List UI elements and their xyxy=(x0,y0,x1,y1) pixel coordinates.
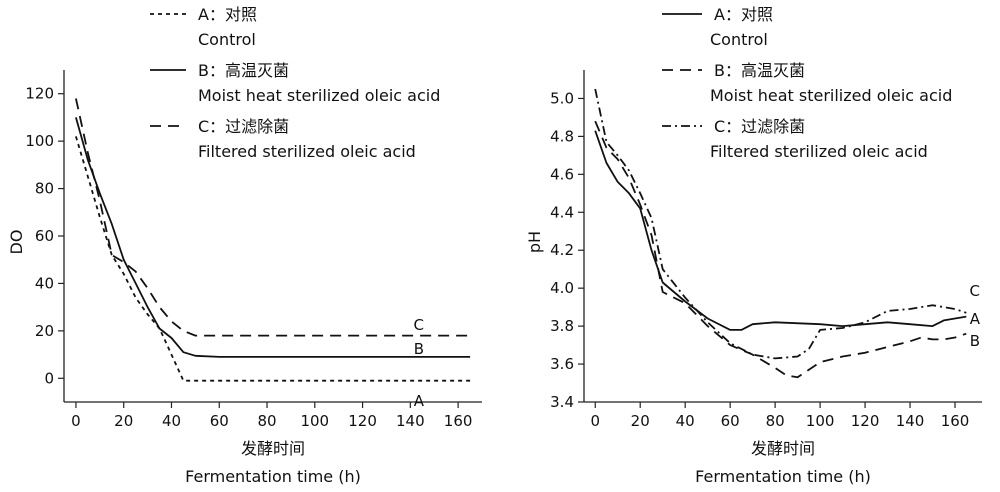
y-tick-label: 20 xyxy=(35,322,54,340)
y-tick-label: 0 xyxy=(44,369,54,387)
y-tick-label: 4.0 xyxy=(550,279,574,297)
legend-label-en-B: Moist heat sterilized oleic acid xyxy=(198,86,440,105)
legend-label-C: C：过滤除菌 xyxy=(198,117,289,136)
y-tick-label: 5.0 xyxy=(550,89,574,107)
x-tick-label: 140 xyxy=(396,412,425,430)
y-tick-label: 100 xyxy=(25,132,54,150)
y-axis-label: pH xyxy=(525,231,544,253)
x-axis-label: 发酵时间 xyxy=(241,439,305,458)
y-tick-label: 3.4 xyxy=(550,393,574,411)
y-tick-label: 80 xyxy=(35,180,54,198)
x-tick-label: 60 xyxy=(721,412,740,430)
y-tick-label: 4.4 xyxy=(550,203,574,221)
x-tick-label: 80 xyxy=(257,412,276,430)
x-tick-label: 40 xyxy=(676,412,695,430)
x-tick-label: 0 xyxy=(590,412,600,430)
curve-label-C: C xyxy=(414,316,424,334)
series-line-A xyxy=(594,130,967,331)
legend-label-B: B：高温灭菌 xyxy=(714,61,805,80)
x-tick-label: 20 xyxy=(114,412,133,430)
y-tick-label: 40 xyxy=(35,274,54,292)
curve-label-A: A xyxy=(970,310,981,328)
curve-label-A: A xyxy=(414,392,425,410)
series-line-A xyxy=(75,136,471,382)
x-tick-label: 160 xyxy=(444,412,473,430)
legend-label-en-A: Control xyxy=(198,30,256,49)
y-axis-label: DO xyxy=(7,230,26,255)
series-line-C xyxy=(75,98,471,337)
legend-label-en-C: Filtered sterilized oleic acid xyxy=(710,142,928,161)
ph-chart: 0 20 40 60 80 100 120 140 160 3.4 3.6 3.8 4.0 4.2 4.4 4… xyxy=(525,5,982,486)
y-tick-label: 4.8 xyxy=(550,127,574,145)
x-tick-label: 20 xyxy=(631,412,650,430)
x-tick-label: 0 xyxy=(71,412,81,430)
y-tick-label: 3.8 xyxy=(550,317,574,335)
series-line-B xyxy=(594,120,967,379)
series-line-B xyxy=(75,117,471,358)
legend-label-en-C: Filtered sterilized oleic acid xyxy=(198,142,416,161)
series-line-C xyxy=(594,88,967,360)
curve-label-C: C xyxy=(970,282,980,300)
x-tick-label: 60 xyxy=(210,412,229,430)
legend-label-en-B: Moist heat sterilized oleic acid xyxy=(710,86,952,105)
x-axis-label: 发酵时间 xyxy=(751,439,815,458)
y-tick-label: 60 xyxy=(35,227,54,245)
x-tick-label: 160 xyxy=(941,412,970,430)
legend-label-C: C：过滤除菌 xyxy=(714,117,805,136)
x-tick-label: 140 xyxy=(896,412,925,430)
x-tick-label: 80 xyxy=(766,412,785,430)
x-tick-label: 120 xyxy=(348,412,377,430)
x-axis-label-en: Fermentation time (h) xyxy=(695,467,871,486)
curve-label-B: B xyxy=(414,340,424,358)
x-axis-label-en: Fermentation time (h) xyxy=(185,467,361,486)
x-tick-label: 100 xyxy=(300,412,329,430)
x-tick-label: 40 xyxy=(162,412,181,430)
y-tick-label: 3.6 xyxy=(550,355,574,373)
do-chart: 0 20 40 60 80 100 120 140 160 0 20 40 60 80 100 120 发酵时间… xyxy=(7,5,482,486)
curve-label-B: B xyxy=(970,332,980,350)
legend-label-A: A：对照 xyxy=(198,5,257,24)
x-tick-label: 100 xyxy=(806,412,835,430)
legend-label-en-A: Control xyxy=(710,30,768,49)
y-tick-label: 120 xyxy=(25,85,54,103)
y-tick-label: 4.6 xyxy=(550,165,574,183)
x-tick-label: 120 xyxy=(851,412,880,430)
legend-label-A: A：对照 xyxy=(714,5,773,24)
legend-label-B: B：高温灭菌 xyxy=(198,61,289,80)
y-tick-label: 4.2 xyxy=(550,241,574,259)
